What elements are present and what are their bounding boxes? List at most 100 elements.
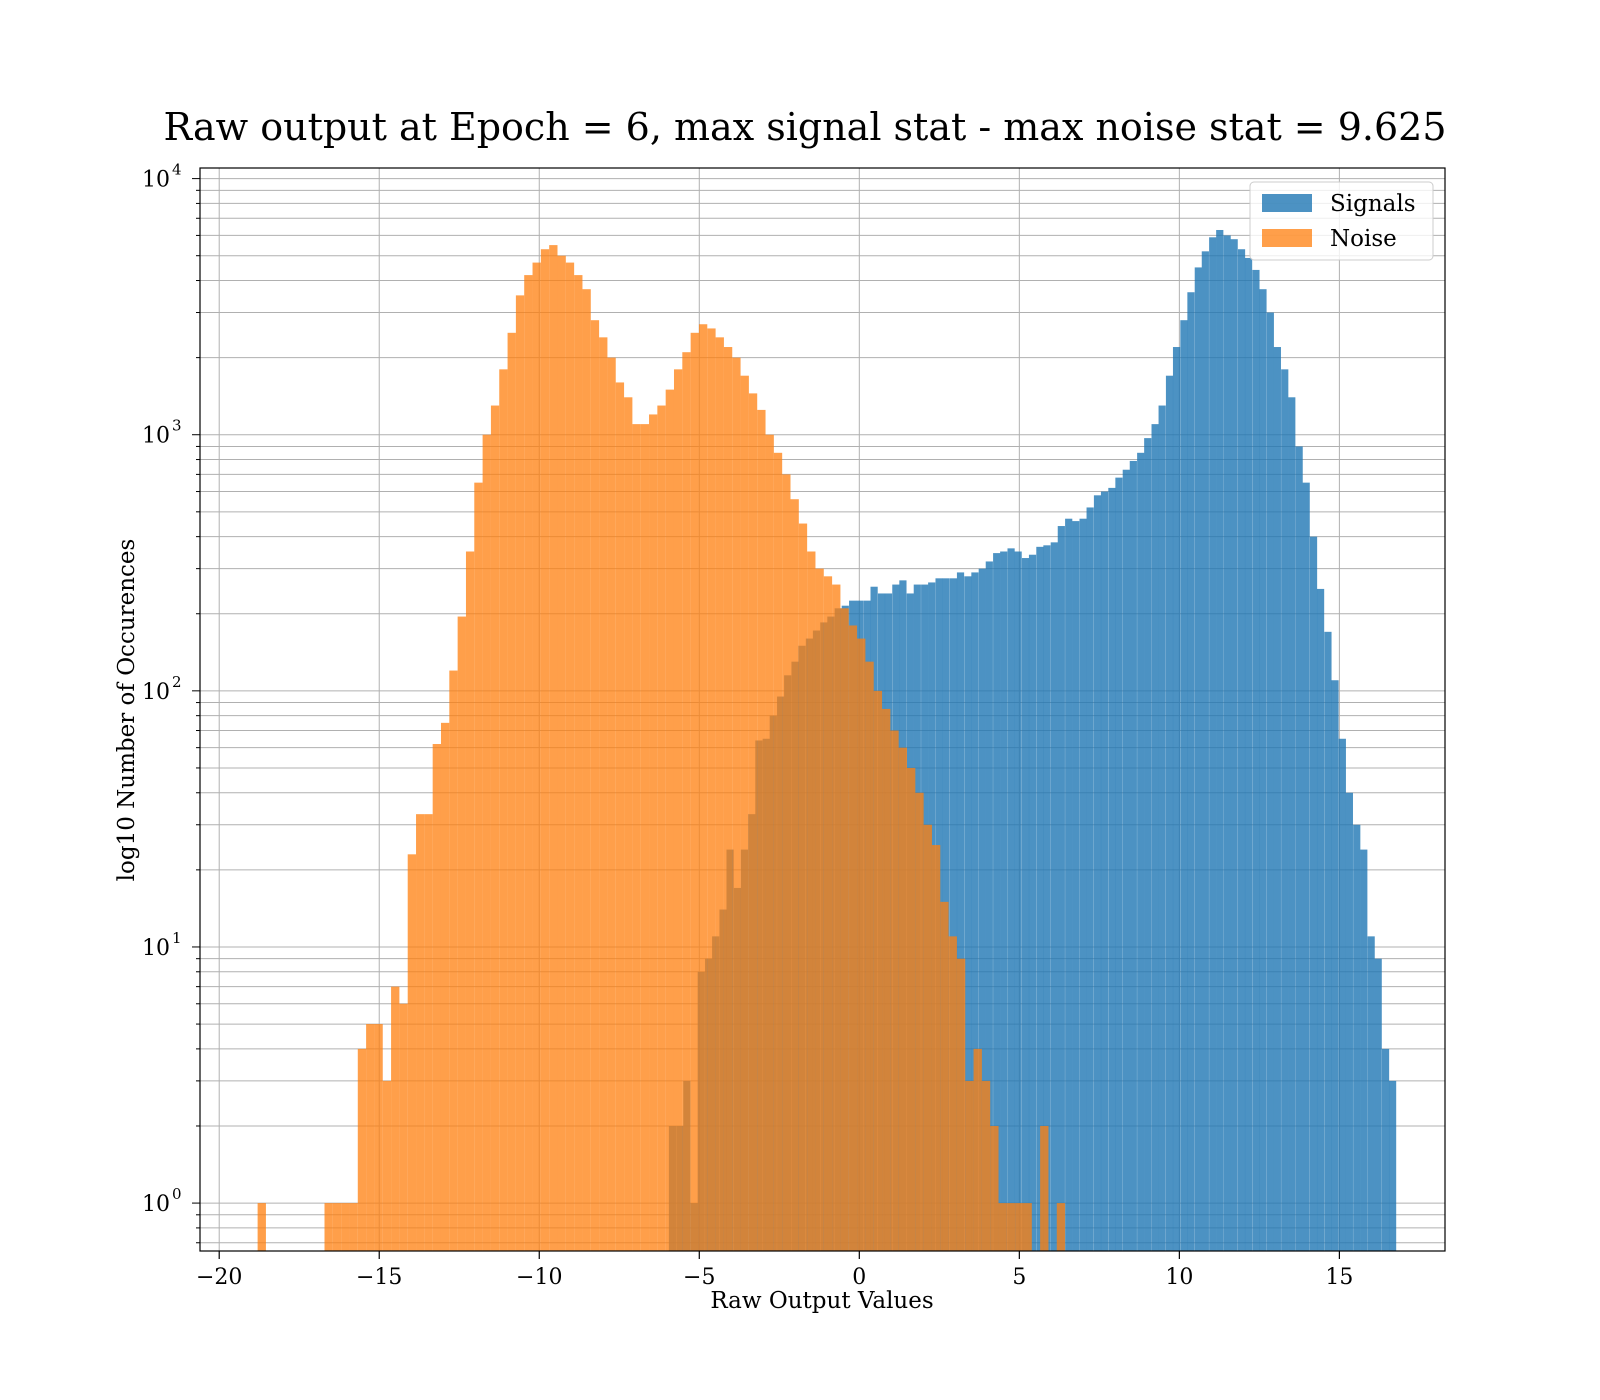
bar-noise [457, 616, 466, 1251]
series-noise [257, 245, 1066, 1252]
bar-signals [1324, 631, 1332, 1251]
bar-signals [1079, 518, 1087, 1251]
bar-signals [1050, 542, 1058, 1251]
bar-noise [1015, 1203, 1024, 1251]
bar-signals [1309, 536, 1318, 1251]
bar-noise [424, 814, 433, 1251]
bar-signals [1021, 558, 1030, 1251]
y-tick-label: 10 [142, 1192, 170, 1217]
bar-noise [965, 1080, 974, 1251]
bar-signals [1353, 824, 1361, 1251]
bar-signals [978, 568, 986, 1251]
bar-noise [341, 1203, 350, 1251]
bar-noise [707, 328, 716, 1251]
bar-signals [1331, 680, 1339, 1251]
bar-signals [971, 572, 979, 1251]
x-tick-label: −20 [196, 1265, 242, 1290]
bar-noise [690, 332, 699, 1251]
bar-noise [823, 576, 833, 1251]
bar-signals [1223, 235, 1231, 1251]
bar-noise [565, 262, 575, 1251]
bar-signals [1360, 849, 1368, 1251]
bar-noise [382, 1080, 392, 1251]
bar-signals [1316, 588, 1325, 1251]
bar-signals [1244, 257, 1253, 1252]
bar-noise [1006, 1203, 1016, 1251]
bar-noise [399, 1003, 408, 1251]
bar-noise [732, 357, 741, 1251]
bar-signals [1072, 521, 1080, 1251]
legend: Signals Noise [1249, 181, 1434, 261]
bar-signals [1108, 487, 1116, 1252]
y-tick-label: 10 [142, 168, 170, 193]
bar-noise [931, 845, 941, 1251]
bar-noise [740, 375, 749, 1251]
bar-noise [915, 792, 924, 1251]
bar-noise [624, 397, 633, 1251]
x-tick-label: −15 [356, 1265, 402, 1290]
bar-noise [848, 625, 858, 1251]
bar-signals [1122, 469, 1130, 1251]
bar-signals [1100, 491, 1109, 1251]
bar-noise [440, 722, 450, 1251]
bar-noise [349, 1203, 358, 1251]
bar-noise [332, 1203, 342, 1251]
bar-signals [956, 572, 965, 1251]
bar-noise [882, 708, 891, 1251]
chart-title: Raw output at Epoch = 6, max signal stat… [163, 105, 1446, 149]
bar-noise [748, 393, 758, 1251]
bar-noise [673, 369, 683, 1252]
bar-signals [1381, 1048, 1390, 1251]
bar-noise [590, 320, 600, 1251]
bar-signals [1216, 229, 1224, 1251]
bar-noise [532, 262, 541, 1251]
bar-noise [757, 409, 766, 1251]
bar-noise [1056, 1203, 1066, 1251]
bar-signals [1043, 545, 1051, 1251]
bar-noise [482, 434, 491, 1252]
bar-signals [1057, 526, 1065, 1251]
bar-noise [798, 523, 808, 1251]
bar-noise [1023, 1203, 1032, 1251]
bar-noise [366, 1024, 375, 1251]
bar-noise [973, 1048, 982, 1251]
x-tick-label: 10 [1165, 1265, 1193, 1290]
bar-noise [865, 661, 874, 1251]
legend-swatch [1262, 194, 1312, 212]
bar-signals [1115, 477, 1123, 1251]
bar-signals [1151, 424, 1159, 1251]
bar-signals [1172, 347, 1181, 1251]
bar-noise [324, 1203, 333, 1251]
bar-signals [949, 578, 958, 1251]
bar-signals [1259, 289, 1267, 1252]
bar-noise [599, 337, 608, 1252]
bar-noise [723, 347, 733, 1251]
bar-noise [607, 357, 616, 1251]
bar-signals [1129, 460, 1137, 1251]
bar-signals [1273, 347, 1281, 1251]
plot-frame [199, 167, 1446, 1252]
bar-noise [998, 1203, 1007, 1251]
bar-noise [515, 295, 525, 1251]
bar-noise [782, 474, 791, 1251]
bar-signals [1367, 936, 1375, 1251]
bar-noise [474, 482, 483, 1251]
bar-noise [582, 289, 591, 1252]
bar-noise [790, 499, 799, 1251]
bar-signals [1338, 738, 1346, 1251]
x-axis-label: Raw Output Values [710, 1288, 933, 1314]
bar-noise [574, 275, 583, 1251]
bar-signals [1388, 1080, 1397, 1251]
bar-signals [1201, 251, 1209, 1251]
bar-signals [1302, 482, 1310, 1251]
bar-signals [1014, 551, 1022, 1251]
bar-noise [524, 275, 533, 1251]
bar-noise [665, 389, 674, 1251]
y-tick-label: 10 [142, 936, 170, 961]
bar-signals [993, 553, 1001, 1251]
y-tick-exponent: 0 [172, 1185, 182, 1203]
bar-noise [807, 551, 816, 1251]
bar-noise [432, 744, 441, 1251]
bar-signals [1374, 958, 1382, 1251]
bar-signals [964, 576, 972, 1251]
